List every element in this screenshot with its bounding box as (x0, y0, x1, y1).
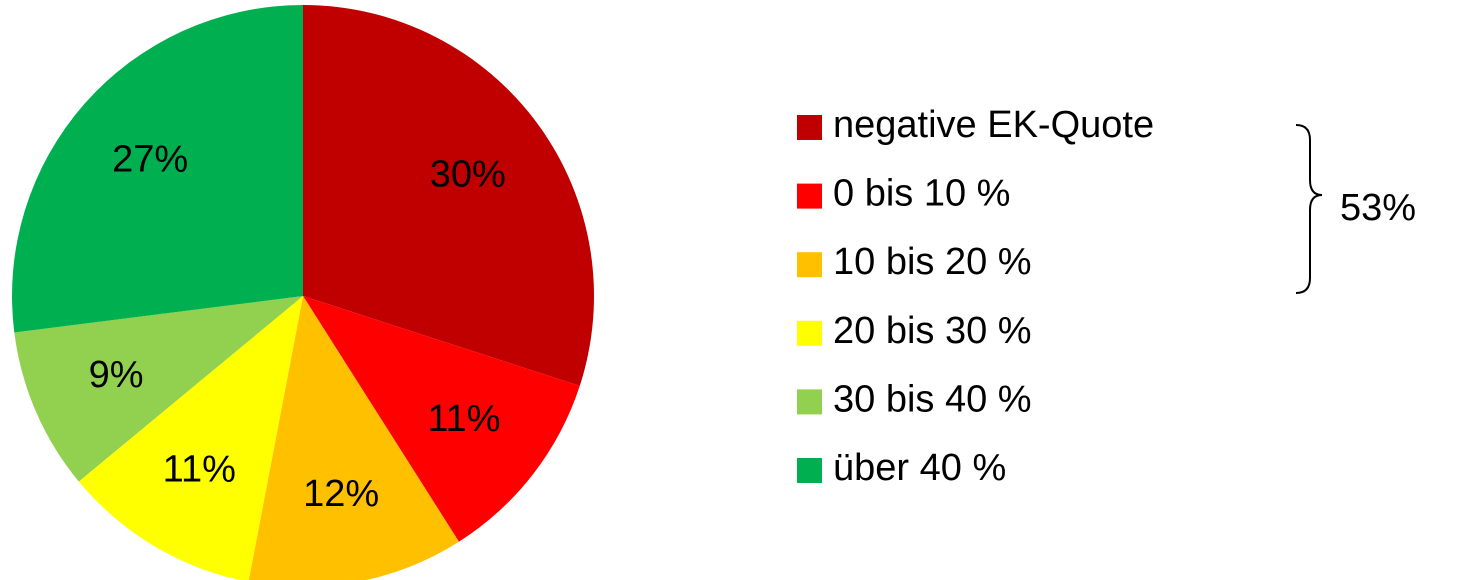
legend-swatch (797, 252, 822, 278)
pie-slice (14, 296, 304, 482)
pie-slice (78, 296, 303, 580)
legend-label: über 40 % (833, 447, 1006, 489)
pie-slice (248, 296, 459, 580)
legend-label: 0 bis 10 % (833, 173, 1010, 215)
pie-slice (303, 296, 580, 542)
pie-slice (303, 5, 594, 386)
legend-swatch (797, 115, 822, 140)
legend-swatch (797, 183, 822, 209)
legend-label: 20 bis 30 % (833, 310, 1032, 352)
data-label: 9% (89, 354, 144, 396)
data-label: 11% (427, 398, 500, 440)
pie-slice (11, 5, 303, 333)
data-label: 30% (430, 153, 506, 195)
legend-swatch (797, 458, 822, 483)
data-label: 27% (112, 138, 188, 180)
data-label: 11% (163, 448, 236, 490)
legend-swatch (797, 320, 822, 346)
legend-label: 30 bis 40 % (833, 378, 1032, 420)
annotation: 53% (1340, 187, 1416, 229)
legend-swatch (797, 389, 822, 415)
data-label: 12% (303, 473, 379, 515)
legend-label: negative EK-Quote (833, 104, 1154, 146)
brace (1295, 124, 1323, 294)
legend-label: 10 bis 20 % (833, 241, 1032, 283)
